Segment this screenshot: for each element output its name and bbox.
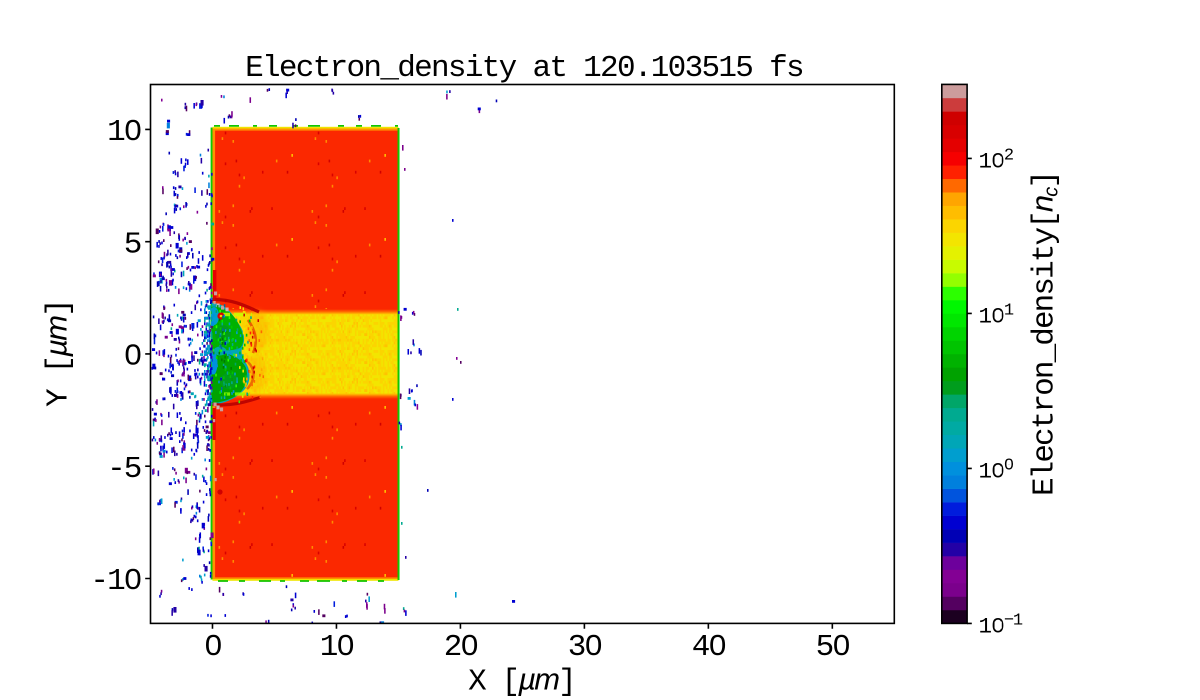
svg-text:5: 5 [124,227,141,262]
svg-text:Y [µm]: Y [µm] [39,300,77,407]
svg-text:-5: -5 [107,452,141,487]
svg-text:Electron_density[nc]: Electron_density[nc] [1025,172,1063,496]
svg-text:X [µm]: X [µm] [468,662,575,700]
svg-text:Electron_density at 120.103515: Electron_density at 120.103515 fs [245,51,803,86]
